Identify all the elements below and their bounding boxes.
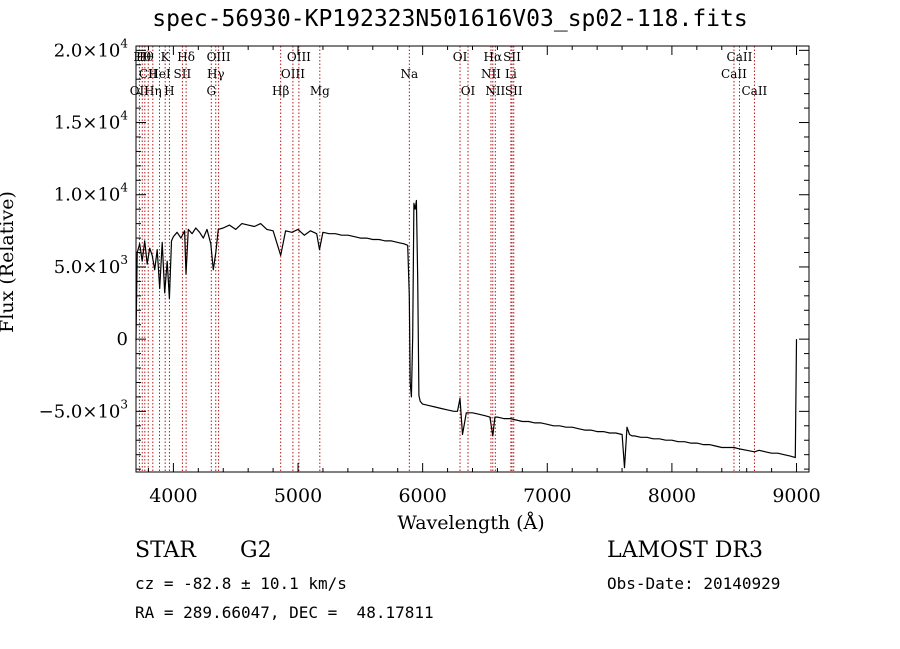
spectral-line-label: NII: [485, 84, 505, 98]
y-tick-label: −5.0×103: [39, 397, 128, 422]
spectral-line-label: Hα: [484, 50, 503, 64]
y-axis-label: Flux (Relative): [0, 191, 18, 333]
spectral-line-label: CII: [139, 67, 158, 81]
spectral-line-labels: OIIHθHθCIIHηHeIKHSIIHδGHγOIIIHβOIIIOIIIM…: [130, 50, 768, 98]
spectral-line-label: OIII: [207, 50, 231, 64]
spectral-line-label: Hδ: [177, 50, 195, 64]
x-tick-label: 9000: [772, 485, 820, 507]
spectral-line-label: Hθ: [133, 50, 151, 64]
x-tick-label: 5000: [274, 485, 322, 507]
spectral-line-label: OI: [461, 84, 476, 98]
x-tick-label: 6000: [398, 485, 446, 507]
spectral-line-label: OI: [453, 50, 468, 64]
y-tick-label: 1.5×104: [54, 109, 129, 134]
obs-date: Obs-Date: 20140929: [607, 574, 781, 593]
spectral-line-label: OIII: [287, 50, 311, 64]
spectral-line-label: Hη: [144, 84, 162, 98]
x-tick-label: 4000: [149, 485, 197, 507]
spectral-line-label: Hβ: [272, 84, 289, 98]
spectral-line-label: Hγ: [207, 67, 225, 81]
spectral-line-label: HeI: [148, 67, 171, 81]
spectral-line-label: SII: [505, 84, 523, 98]
survey-name: LAMOST DR3: [607, 538, 763, 563]
flux-series-line: [135, 199, 798, 469]
spectral-line-label: NII: [481, 67, 501, 81]
spectral-line-label: SII: [174, 67, 192, 81]
axis-ticks: [136, 46, 809, 472]
spectral-line-label: Mg: [310, 84, 330, 98]
tick-labels: 4000 5000 6000 7000 8000 9000 −5.0×103 0 5.0×103…: [39, 36, 821, 507]
object-subclass: G2: [240, 538, 272, 563]
x-tick-label: 7000: [523, 485, 571, 507]
spectral-line-label: CaII: [727, 50, 753, 64]
y-tick-label: 1.0×104: [54, 181, 129, 206]
ra-dec: RA = 289.66047, DEC = 48.17811: [135, 603, 434, 622]
spectral-line-label: CaII: [721, 67, 747, 81]
spectral-line-label: G: [206, 84, 216, 98]
object-class: STAR: [135, 538, 196, 563]
x-tick-label: 8000: [648, 485, 696, 507]
spectral-line-label: H: [164, 84, 174, 98]
y-tick-label: 0: [117, 329, 128, 350]
spectral-line-label: Na: [400, 67, 418, 81]
spectral-line-label: OIII: [281, 67, 305, 81]
spectral-line-label: SII: [503, 50, 521, 64]
spectral-line-label: CaII: [741, 84, 767, 98]
spectral-line-label: K: [161, 50, 171, 64]
y-tick-label: 2.0×104: [54, 36, 129, 61]
spectral-line-label: OII: [130, 84, 150, 98]
spectral-lines: [138, 46, 755, 472]
spectral-line-label: Hθ: [136, 50, 154, 64]
x-axis-label: Wavelength (Å): [397, 512, 544, 534]
redshift-cz: cz = -82.8 ± 10.1 km/s: [135, 574, 347, 593]
y-tick-label: 5.0×103: [54, 253, 128, 278]
series-layer: [135, 199, 798, 469]
spectral-line-label: Li: [505, 67, 517, 81]
plot-frame: [135, 45, 810, 473]
chart-title: spec-56930-KP192323N501616V03_sp02-118.f…: [152, 6, 748, 32]
